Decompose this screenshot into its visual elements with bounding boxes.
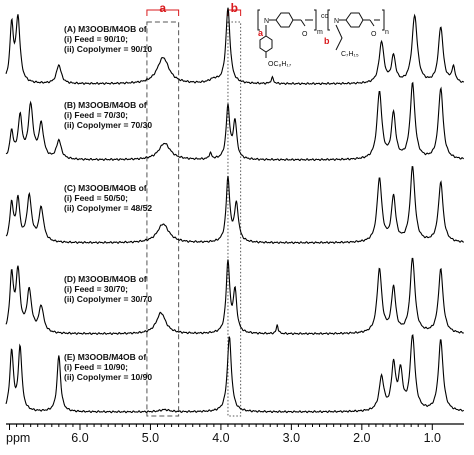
x-tick-label-5.0: 5.0: [142, 431, 159, 445]
panel-1-label-line-2: (i) Feed = 90/10;: [64, 34, 128, 44]
panel-4-label-line-2: (i) Feed = 30/70;: [64, 284, 128, 294]
panel-4-label-line-1: (D) M3OOB/M4OB of: [64, 274, 147, 284]
panel-3-label-line-1: (C) M3OOB/M4OB of: [64, 183, 147, 193]
co-link: co: [321, 13, 329, 20]
spectrum-trace-panel-1: [5, 7, 465, 86]
panel-labels: (A) M3OOB/M4OB of(i) Feed = 90/10;(ii) C…: [64, 24, 152, 382]
left-substituent: OC₈H₁₇: [268, 61, 292, 68]
x-tick-label-2.0: 2.0: [353, 431, 370, 445]
panel-5-label-line-3: (ii) Copolymer = 10/90: [64, 372, 152, 382]
panel-3-label-line-2: (i) Feed = 50/50;: [64, 193, 128, 203]
x-axis-unit-label: ppm: [6, 431, 30, 445]
repeat-n: n: [385, 29, 389, 36]
region-a-box: [146, 21, 180, 417]
structure-tag-b: b: [324, 36, 330, 46]
panel-5-label-line-1: (E) M3OOB/M4OB of: [64, 352, 146, 362]
region-b-bracket: [227, 9, 242, 16]
region-b-label: b: [231, 1, 238, 15]
structure-tag-a: a: [258, 28, 264, 38]
x-tick-label-1.0: 1.0: [424, 431, 441, 445]
panel-2-label-line-1: (B) M3OOB/M4OB of: [64, 100, 147, 110]
svg-text:N: N: [334, 18, 339, 25]
spectrum-trace-panel-5: [5, 334, 464, 414]
svg-text:O: O: [371, 31, 377, 38]
x-tick-label-3.0: 3.0: [283, 431, 300, 445]
right-substituent: C₇H₁₅: [341, 51, 359, 58]
ppm-axis: 6.0 5.0 4.0 3.0 2.0 1.0 ppm: [6, 423, 464, 445]
panel-2-label-line-3: (ii) Copolymer = 70/30: [64, 120, 152, 130]
spectra-traces: [5, 7, 465, 414]
spectrum-trace-panel-4: [5, 257, 465, 336]
panel-1-label-line-1: (A) M3OOB/M4OB of: [64, 24, 147, 34]
svg-text:O: O: [302, 31, 308, 38]
panel-2-label-line-2: (i) Feed = 70/30;: [64, 110, 128, 120]
panel-4-label-line-3: (ii) Copolymer = 30/70: [64, 294, 152, 304]
region-a-label: a: [159, 1, 166, 15]
x-tick-label-4.0: 4.0: [212, 431, 229, 445]
panel-1-label-line-3: (ii) Copolymer = 90/10: [64, 44, 152, 54]
x-tick-label-6.0: 6.0: [71, 431, 88, 445]
region-a-bracket: [146, 9, 180, 16]
svg-text:N: N: [264, 18, 269, 25]
panel-5-label-line-2: (i) Feed = 10/90;: [64, 362, 128, 372]
panel-3-label-line-3: (ii) Copolymer = 48/52: [64, 203, 152, 213]
spectrum-trace-panel-3: [5, 165, 464, 245]
repeat-m: m: [317, 29, 323, 36]
spectrum-trace-panel-2: [5, 81, 464, 162]
polymer-structure: N O OC₈H₁₇ a m co N O n C₇H₁₅ b: [257, 9, 389, 68]
region-b-box: [227, 21, 242, 417]
